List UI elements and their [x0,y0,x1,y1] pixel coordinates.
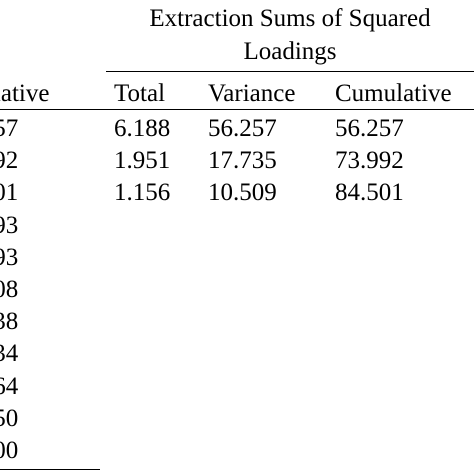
extraction-group-header: Extraction Sums of Squared Loadings [149,5,431,65]
cell-cumulative-left: 6.408 [0,276,19,303]
table-row: 6.408 [0,274,474,306]
group-header-rule [106,71,474,72]
cell-variance: 56.257 [208,115,277,142]
cell-cumulative-left: 9.434 [0,340,19,368]
cell-cumulative-left: 9.950 [0,404,19,432]
bottom-rule [0,469,100,470]
cell-cumulative-left: 9.493 [0,211,19,239]
cell-cumulative: 73.992 [335,147,404,175]
cell-cumulative-left: 6.257 [0,115,19,142]
cell-total: 6.188 [114,115,171,142]
column-header-row: mulative Total Variance Cumulative [0,78,474,110]
header-rule [0,109,474,110]
cell-variance: 17.735 [208,147,277,175]
table-row: 8.738 [0,306,474,338]
cell-total: 1.951 [114,147,171,175]
cell-cumulative-left: 3.992 [0,147,19,175]
cell-cumulative-left: 8.738 [0,308,19,336]
cell-variance: 10.509 [208,179,277,207]
table-row: 9.434 [0,338,474,370]
table-row: 3.992 1.951 17.735 73.992 [0,145,474,177]
table-row: 4.501 1.156 10.509 84.501 [0,177,474,209]
table-row: 9.764 [0,371,474,403]
table-row: 0.000 [0,435,474,467]
cell-cumulative-left: 4.501 [0,179,19,207]
cell-cumulative: 56.257 [335,115,404,142]
cell-total: 1.156 [114,179,171,207]
table-row: 9.493 [0,210,474,242]
table-row: 9.950 [0,403,474,435]
cell-cumulative: 84.501 [335,179,404,207]
table-row: 3.593 [0,242,474,274]
cell-cumulative-left: 0.000 [0,437,19,464]
cell-cumulative-left: 3.593 [0,243,19,271]
column-header-variance: Variance [208,80,296,107]
column-header-total: Total [114,80,166,107]
column-header-cumulative-left: mulative [0,80,50,107]
cell-cumulative-left: 9.764 [0,372,19,400]
column-header-cumulative: Cumulative [335,80,452,107]
table-row: 6.257 6.188 56.257 56.257 [0,113,474,145]
